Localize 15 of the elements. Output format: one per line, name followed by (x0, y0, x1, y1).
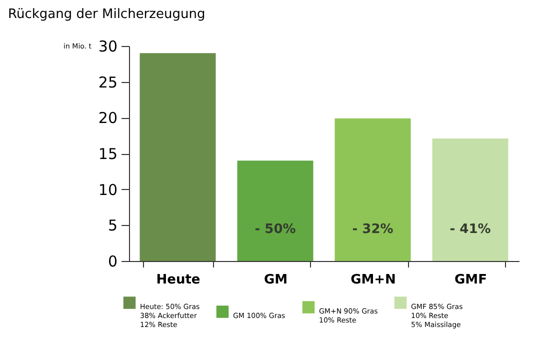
x-tick-label: GM (264, 272, 288, 288)
annotation: - 50% (254, 222, 296, 237)
x-tick-label: GMF (454, 272, 487, 288)
x-tick-label: GM+N (350, 272, 396, 288)
y-tick-label: 10 (98, 180, 118, 199)
chart-title: Rückgang der Milcherzeugung (8, 7, 206, 22)
annotation: - 41% (450, 222, 491, 237)
annotation: - 32% (352, 222, 394, 237)
x-tick-label: Heute (156, 272, 200, 288)
y-tick-label: 0 (108, 252, 118, 270)
y-tick-label: 15 (98, 145, 118, 163)
y-tick-label: 5 (108, 216, 118, 235)
y-tick-label: 25 (98, 73, 118, 92)
y-tick-label: 30 (98, 38, 118, 56)
y-tick-label: 20 (98, 109, 118, 128)
